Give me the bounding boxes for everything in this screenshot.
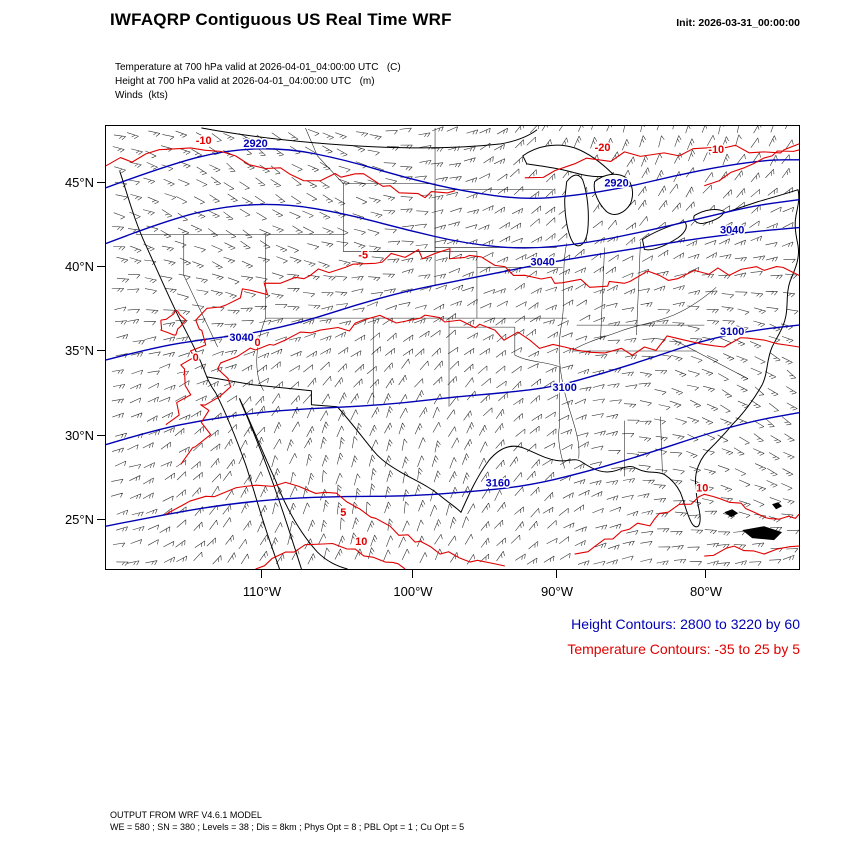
lat-label-45n: 45°N: [64, 175, 94, 190]
height-contour-label: 3160: [486, 477, 510, 489]
temperature-contour-label: 0: [255, 337, 261, 349]
lon-tick: [412, 570, 414, 578]
height-contour-label: 2920: [604, 178, 628, 190]
height-contour-label: 2920: [243, 138, 267, 150]
lon-tick: [705, 570, 707, 578]
map-frame: 2920 2920 3040 3040 3040 3100 3100 3160 -10 -20 -1…: [105, 125, 800, 570]
geography-layer: [119, 127, 799, 569]
height-contour-label: 3040: [229, 332, 253, 344]
lat-label-25n: 25°N: [64, 512, 94, 527]
lat-tick: [97, 435, 105, 437]
lat-label-35n: 35°N: [64, 343, 94, 358]
lon-label-110w: 110°W: [242, 584, 282, 599]
temperature-contour-label: -5: [358, 249, 368, 261]
legend-temperature-text: Temperature Contours: -35 to 25 by 5: [567, 641, 800, 657]
temperature-contour-label: 10: [696, 482, 708, 494]
lat-tick: [97, 350, 105, 352]
height-contour-label: 3100: [552, 382, 576, 394]
height-contours-layer: [106, 148, 799, 527]
height-contour-label: 3040: [720, 225, 744, 237]
temperature-contour-label: -10: [708, 144, 724, 156]
init-time-label: Init: 2026-03-31_00:00:00: [676, 17, 800, 29]
lat-tick: [97, 182, 105, 184]
contour-labels-layer: 2920 2920 3040 3040 3040 3100 3100 3160 -10 -20 -1…: [191, 133, 746, 549]
temperature-contour-label: 0: [193, 352, 199, 364]
subtitle-temperature: Temperature at 700 hPa valid at 2026-04-…: [115, 62, 401, 73]
subtitle-height: Height at 700 hPa valid at 2026-04-01_04…: [115, 76, 375, 87]
page-title: IWFAQRP Contiguous US Real Time WRF: [110, 10, 452, 29]
legend-height-text: Height Contours: 2800 to 3220 by 60: [571, 616, 800, 632]
lat-tick: [97, 519, 105, 521]
footer-model-version: OUTPUT FROM WRF V4.6.1 MODEL: [110, 810, 262, 820]
height-contour-label: 3100: [720, 326, 744, 338]
footer-model-config: WE = 580 ; SN = 380 ; Levels = 38 ; Dis …: [110, 822, 465, 832]
height-contour-label: 3040: [531, 256, 555, 268]
map-canvas: 2920 2920 3040 3040 3040 3100 3100 3160 -10 -20 -1…: [106, 126, 799, 569]
temperature-contours-layer: [106, 143, 799, 569]
lon-label-80w: 80°W: [690, 584, 722, 599]
temperature-contour-label: 5: [340, 507, 346, 519]
lon-tick: [556, 570, 558, 578]
lon-label-90w: 90°W: [541, 584, 573, 599]
lon-label-100w: 100°W: [393, 584, 433, 599]
lon-tick: [261, 570, 263, 578]
lat-label-40n: 40°N: [64, 259, 94, 274]
subtitle-winds: Winds (kts): [115, 90, 168, 101]
temperature-contour-label: -20: [595, 142, 611, 154]
temperature-contour-label: 10: [355, 536, 367, 548]
lat-label-30n: 30°N: [64, 428, 94, 443]
temperature-contour-label: -10: [196, 135, 212, 147]
lat-tick: [97, 266, 105, 268]
